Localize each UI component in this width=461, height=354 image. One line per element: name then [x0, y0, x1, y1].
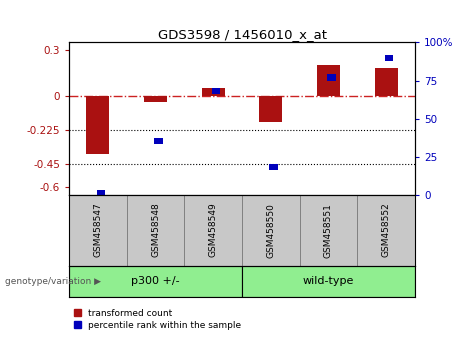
- Bar: [96, 190, 105, 196]
- Bar: [242, 266, 415, 297]
- Text: p300 +/-: p300 +/-: [131, 276, 180, 286]
- Title: GDS3598 / 1456010_x_at: GDS3598 / 1456010_x_at: [158, 28, 326, 41]
- Bar: [144, 96, 167, 102]
- Bar: [154, 138, 163, 144]
- Bar: [269, 164, 278, 170]
- Text: GSM458552: GSM458552: [382, 203, 390, 257]
- Text: GSM458549: GSM458549: [209, 203, 218, 257]
- Legend: transformed count, percentile rank within the sample: transformed count, percentile rank withi…: [74, 309, 241, 330]
- Text: genotype/variation ▶: genotype/variation ▶: [5, 277, 100, 286]
- Text: GSM458550: GSM458550: [266, 202, 275, 258]
- Bar: [327, 74, 336, 81]
- Bar: [259, 96, 282, 122]
- Bar: [374, 68, 397, 96]
- Bar: [201, 88, 225, 96]
- Bar: [212, 88, 220, 94]
- Text: GSM458548: GSM458548: [151, 203, 160, 257]
- Bar: [317, 65, 340, 96]
- Bar: [86, 96, 109, 154]
- Bar: [69, 266, 242, 297]
- Text: GSM458551: GSM458551: [324, 202, 333, 258]
- Text: GSM458547: GSM458547: [94, 203, 102, 257]
- Bar: [384, 55, 393, 61]
- Text: wild-type: wild-type: [303, 276, 354, 286]
